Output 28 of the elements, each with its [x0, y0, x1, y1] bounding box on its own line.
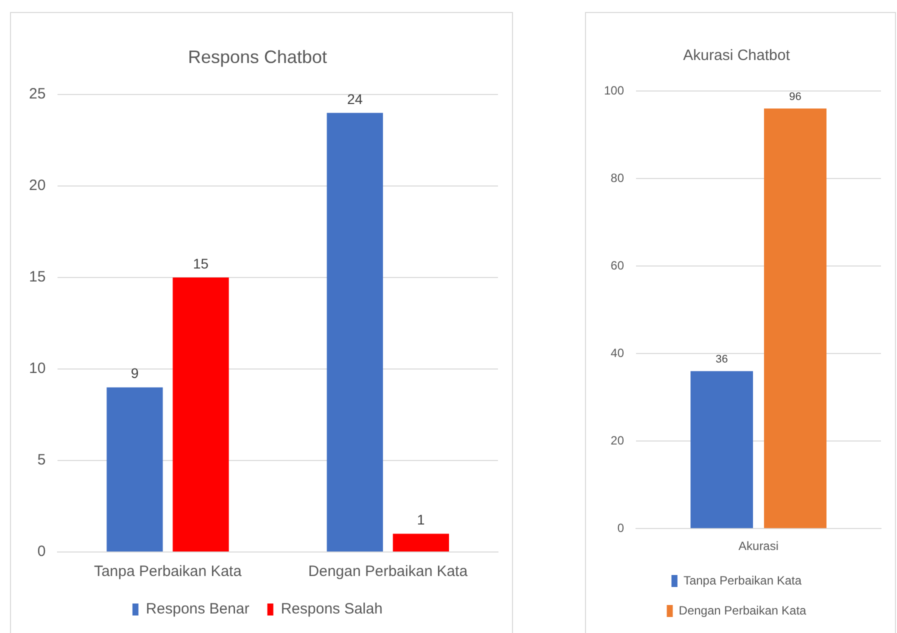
data-label: 96 — [789, 91, 802, 104]
legend-label: Respons Benar — [146, 600, 250, 618]
data-label: 15 — [193, 255, 209, 272]
y-tick-label: 25 — [28, 86, 46, 103]
chart-title: Akurasi Chatbot — [683, 47, 791, 64]
y-tick-label: 20 — [28, 177, 46, 194]
y-tick-label: 80 — [610, 170, 624, 185]
y-tick-label: 100 — [604, 83, 624, 98]
y-tick-label: 0 — [37, 543, 46, 560]
y-tick-label: 0 — [617, 520, 624, 535]
data-label: 24 — [347, 90, 363, 107]
data-label: 9 — [130, 365, 139, 382]
y-tick-label: 15 — [28, 268, 46, 286]
x-tick-label: Akurasi — [738, 539, 779, 554]
y-tick-label: 5 — [37, 452, 46, 469]
bar — [106, 387, 163, 552]
legend-label: Dengan Perbaikan Kata — [678, 603, 807, 618]
y-tick-label: 40 — [610, 346, 624, 360]
data-label: 1 — [417, 512, 426, 528]
y-tick-label: 10 — [28, 360, 46, 378]
chart-title: Respons Chatbot — [188, 46, 328, 67]
y-tick-label: 20 — [610, 433, 624, 448]
legend-label: Respons Salah — [280, 600, 383, 618]
y-tick-label: 60 — [610, 258, 624, 272]
bar — [172, 278, 229, 552]
bar — [392, 534, 450, 552]
bar — [326, 112, 383, 552]
data-label: 36 — [716, 354, 728, 366]
